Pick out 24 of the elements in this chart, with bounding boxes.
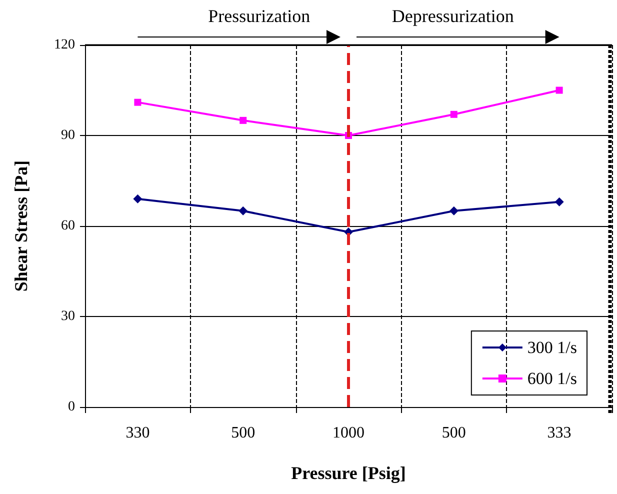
x-tick-label: 333	[547, 424, 572, 442]
point	[556, 86, 563, 94]
text: Depressurization	[392, 6, 514, 26]
point	[134, 98, 142, 106]
y-axis-title: Shear Stress [Pa]	[11, 160, 31, 292]
point	[133, 194, 142, 204]
point	[554, 197, 564, 206]
y-tick-label: 90	[61, 128, 75, 143]
point	[450, 110, 458, 118]
point	[238, 206, 248, 216]
x-tick-label: 500	[442, 424, 466, 442]
legend-label: 300 1/s	[527, 338, 578, 357]
text: Pressurization	[208, 6, 310, 26]
point	[449, 206, 458, 216]
x-tick-label: 330	[126, 424, 150, 442]
y-tick-label: 120	[54, 38, 75, 52]
point	[240, 116, 247, 124]
y-tick-label: 0	[68, 400, 75, 414]
x-tick-label: 1000	[332, 424, 364, 442]
y-tick-label: 60	[61, 218, 75, 234]
y-tick-label: 30	[61, 309, 75, 324]
x-axis-title: Pressure [Psig]	[291, 463, 406, 483]
legend-label: 600 1/s	[527, 369, 578, 388]
x-tick-label: 500	[231, 424, 256, 442]
